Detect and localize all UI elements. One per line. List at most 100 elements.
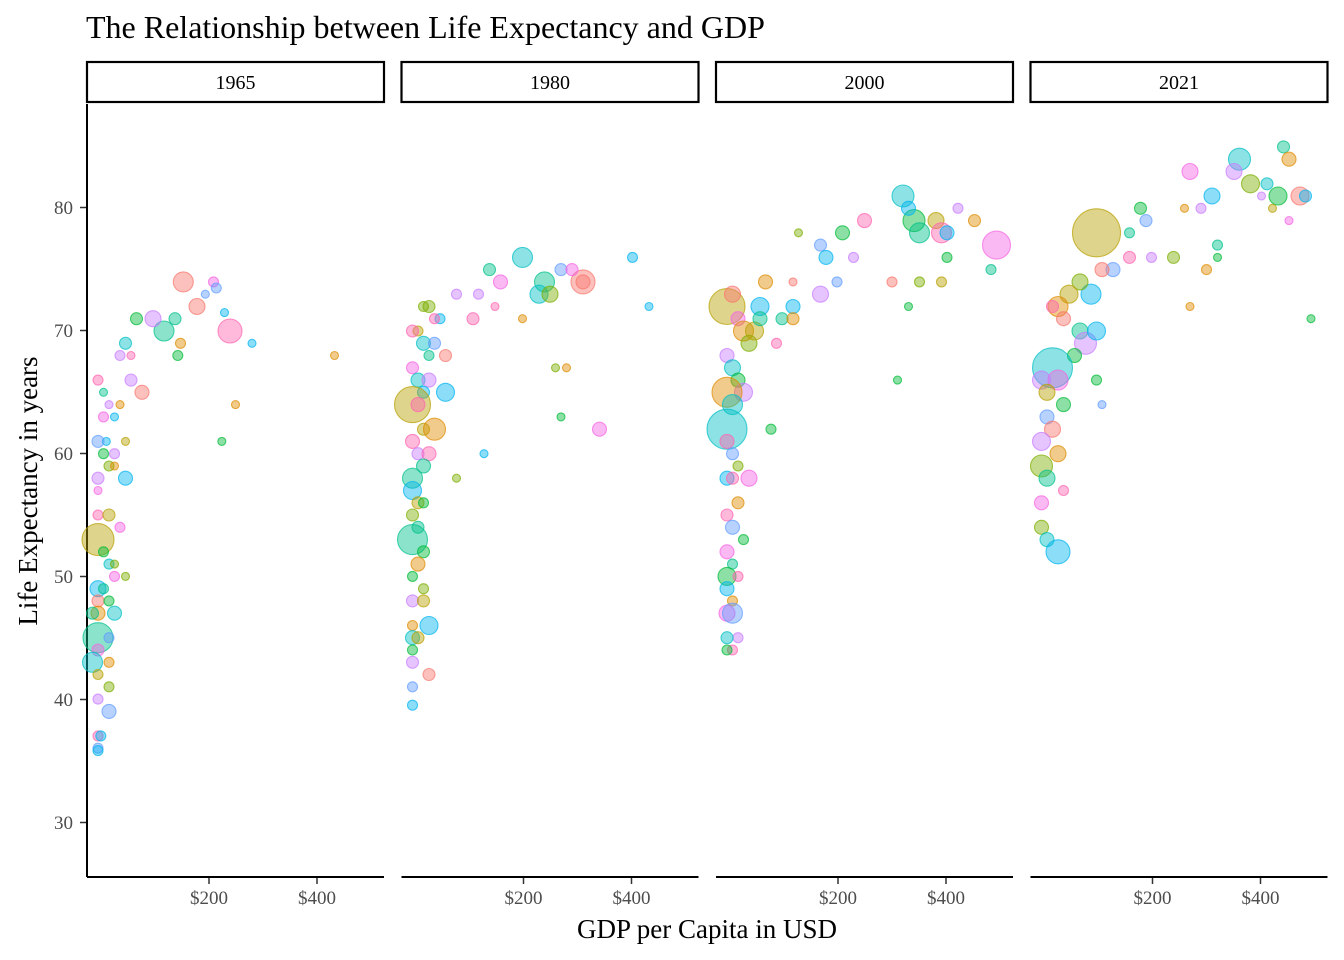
- data-point: [411, 631, 425, 645]
- data-point: [1267, 203, 1278, 213]
- data-point: [329, 350, 340, 361]
- data-point: [811, 285, 830, 303]
- data-point: [1133, 201, 1148, 215]
- data-point: [230, 400, 241, 410]
- data-point: [591, 421, 608, 437]
- y-tick-label: 60: [54, 444, 73, 465]
- data-point: [126, 350, 136, 361]
- data-point: [92, 693, 104, 705]
- data-point: [81, 523, 115, 557]
- data-point: [92, 730, 104, 742]
- strip-label-1980: 1980: [530, 72, 570, 94]
- data-point: [108, 570, 121, 582]
- data-point: [405, 361, 420, 375]
- data-point: [719, 433, 735, 449]
- data-point: [405, 594, 420, 608]
- data-point: [541, 285, 559, 303]
- data-point: [720, 508, 734, 522]
- data-point: [740, 469, 758, 487]
- points-layer: [81, 140, 1316, 757]
- data-point: [903, 301, 914, 312]
- data-point: [410, 556, 426, 572]
- data-point: [1055, 397, 1072, 413]
- strip-label-1965: 1965: [216, 72, 256, 94]
- x-tick-label: $200: [1134, 888, 1172, 909]
- data-point: [134, 384, 150, 400]
- data-point: [97, 448, 110, 460]
- data-point: [129, 312, 144, 326]
- data-point: [416, 385, 431, 399]
- data-point: [1203, 187, 1221, 205]
- strip-label-2000: 2000: [845, 72, 885, 94]
- data-point: [1256, 191, 1267, 201]
- data-point: [1029, 454, 1054, 478]
- data-point: [985, 264, 997, 276]
- data-point: [411, 447, 425, 461]
- data-point: [406, 619, 419, 632]
- data-point: [92, 509, 104, 521]
- data-point: [103, 632, 115, 644]
- data-point: [626, 251, 639, 263]
- data-point: [393, 386, 432, 424]
- data-point: [1097, 400, 1107, 410]
- data-point: [168, 312, 182, 326]
- data-point: [174, 337, 187, 349]
- panel-2000-points: [706, 184, 1012, 656]
- data-point: [717, 566, 737, 586]
- data-point: [744, 321, 765, 341]
- x-axis-title: GDP per Capita in USD: [577, 914, 837, 944]
- x-tick-label: $200: [190, 888, 228, 909]
- data-point: [427, 336, 442, 350]
- data-point: [725, 471, 740, 485]
- data-point: [428, 313, 441, 325]
- data-point: [793, 228, 804, 238]
- data-point: [91, 434, 105, 448]
- data-point: [731, 496, 745, 510]
- data-point: [144, 310, 162, 328]
- data-point: [97, 583, 110, 595]
- data-point: [115, 400, 125, 410]
- panel-1980-points: [393, 246, 654, 711]
- data-point: [92, 745, 104, 757]
- data-point: [81, 651, 104, 673]
- x-tick-label: $400: [613, 888, 651, 909]
- data-point: [1195, 202, 1207, 214]
- data-point: [104, 400, 114, 410]
- data-point: [1240, 174, 1261, 194]
- data-point: [247, 338, 257, 348]
- data-point: [724, 519, 741, 535]
- data-point: [406, 681, 419, 693]
- data-point: [479, 449, 489, 459]
- data-point: [114, 521, 126, 533]
- data-point: [1185, 301, 1195, 312]
- data-point: [405, 508, 420, 522]
- y-tick-label: 50: [54, 567, 73, 588]
- data-point: [930, 222, 953, 244]
- data-point: [941, 251, 953, 263]
- data-point: [711, 376, 743, 408]
- data-point: [788, 277, 798, 287]
- data-point: [101, 436, 111, 446]
- data-point: [210, 282, 222, 294]
- data-point: [472, 288, 485, 300]
- data-point: [737, 534, 750, 546]
- data-point: [725, 447, 740, 461]
- data-point: [1031, 431, 1052, 451]
- data-point: [1049, 445, 1067, 463]
- data-point: [1094, 262, 1110, 278]
- data-point: [847, 251, 860, 263]
- data-point: [952, 202, 964, 214]
- data-point: [1033, 519, 1050, 535]
- strip-box: [1029, 60, 1329, 104]
- data-point: [109, 412, 120, 422]
- data-point: [927, 212, 945, 230]
- data-point: [770, 337, 783, 349]
- data-point: [935, 276, 948, 288]
- data-point: [97, 411, 110, 423]
- data-point: [1212, 252, 1223, 262]
- data-point: [451, 473, 462, 483]
- data-point: [939, 225, 955, 241]
- data-point: [732, 320, 755, 342]
- data-point: [93, 485, 103, 496]
- data-point: [550, 363, 561, 373]
